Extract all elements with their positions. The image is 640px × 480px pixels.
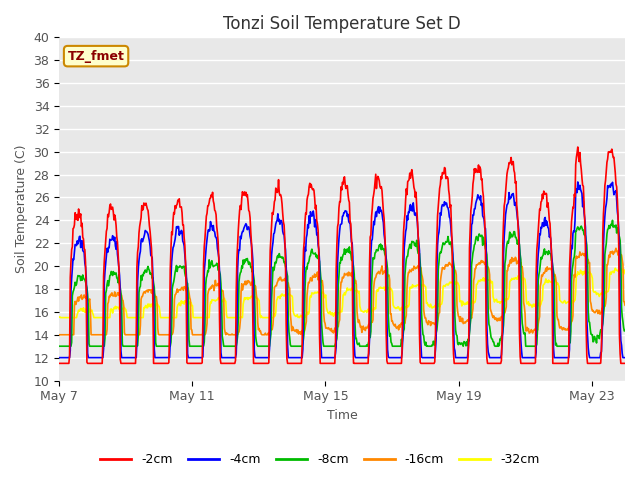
-4cm bbox=[348, 240, 356, 246]
Line: -32cm: -32cm bbox=[59, 268, 625, 318]
-32cm bbox=[55, 314, 63, 320]
Line: -4cm: -4cm bbox=[59, 182, 625, 358]
-8cm bbox=[55, 343, 63, 349]
-16cm bbox=[55, 332, 63, 337]
Line: -16cm: -16cm bbox=[59, 248, 625, 335]
-32cm bbox=[171, 315, 179, 321]
-8cm bbox=[621, 327, 629, 333]
-2cm bbox=[488, 360, 495, 366]
-16cm bbox=[396, 324, 404, 330]
-8cm bbox=[170, 279, 177, 285]
Legend: -2cm, -4cm, -8cm, -16cm, -32cm: -2cm, -4cm, -8cm, -16cm, -32cm bbox=[95, 448, 545, 471]
-2cm bbox=[55, 360, 63, 366]
-8cm bbox=[120, 343, 127, 349]
-8cm bbox=[609, 217, 616, 223]
-16cm bbox=[488, 311, 495, 316]
-8cm bbox=[488, 336, 495, 342]
-32cm bbox=[488, 279, 496, 285]
-4cm bbox=[488, 355, 495, 360]
-2cm bbox=[170, 210, 177, 216]
-8cm bbox=[348, 257, 356, 263]
-2cm bbox=[574, 144, 582, 150]
X-axis label: Time: Time bbox=[326, 409, 358, 422]
-4cm bbox=[170, 243, 177, 249]
-32cm bbox=[611, 265, 619, 271]
-4cm bbox=[621, 355, 629, 360]
-16cm bbox=[132, 332, 140, 337]
-2cm bbox=[348, 249, 356, 255]
-32cm bbox=[349, 285, 356, 291]
-4cm bbox=[120, 355, 127, 360]
-2cm bbox=[621, 360, 629, 366]
-32cm bbox=[397, 305, 404, 311]
-16cm bbox=[612, 245, 620, 251]
-8cm bbox=[396, 343, 404, 349]
Y-axis label: Soil Temperature (C): Soil Temperature (C) bbox=[15, 144, 28, 273]
-2cm bbox=[120, 360, 127, 366]
-4cm bbox=[55, 355, 63, 360]
Line: -8cm: -8cm bbox=[59, 220, 625, 346]
-32cm bbox=[621, 271, 629, 276]
Title: Tonzi Soil Temperature Set D: Tonzi Soil Temperature Set D bbox=[223, 15, 461, 33]
-4cm bbox=[574, 179, 582, 185]
-16cm bbox=[120, 303, 127, 309]
Line: -2cm: -2cm bbox=[59, 147, 625, 363]
-32cm bbox=[57, 315, 65, 321]
-16cm bbox=[170, 324, 177, 329]
-4cm bbox=[396, 355, 404, 360]
-2cm bbox=[132, 360, 140, 366]
-32cm bbox=[120, 305, 128, 311]
-2cm bbox=[396, 360, 404, 366]
Text: TZ_fmet: TZ_fmet bbox=[68, 49, 125, 63]
-8cm bbox=[132, 343, 140, 349]
-16cm bbox=[348, 274, 356, 279]
-4cm bbox=[132, 355, 140, 360]
-32cm bbox=[132, 315, 140, 321]
-16cm bbox=[621, 302, 629, 308]
